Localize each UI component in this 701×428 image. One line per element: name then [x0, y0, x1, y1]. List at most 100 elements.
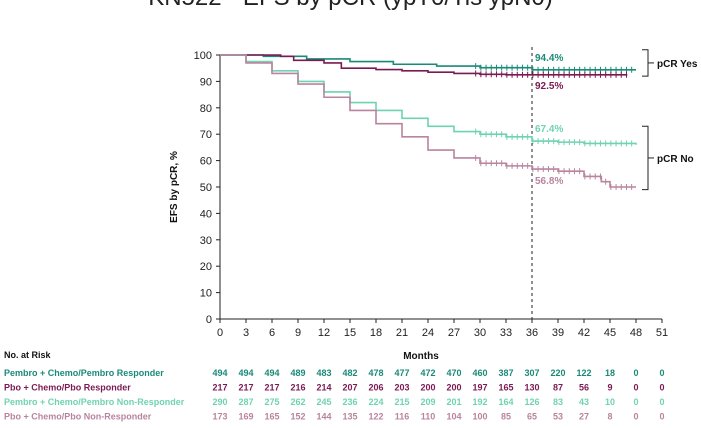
risk-cell: 207	[342, 383, 357, 393]
y-tick-label: 80	[200, 103, 212, 115]
risk-cell: 100	[472, 412, 487, 422]
risk-cell: 217	[212, 383, 227, 393]
risk-cell: 216	[290, 383, 305, 393]
risk-cell: 192	[472, 397, 487, 407]
risk-cell: 494	[212, 368, 227, 378]
risk-cell: 483	[316, 368, 331, 378]
y-tick-label: 30	[200, 235, 212, 247]
x-tick-label: 30	[474, 327, 486, 339]
chart-title: KN522 - EFS by pCR (ypT0/Tis ypN0)	[0, 0, 701, 12]
km-curve-pbo_nonresp	[220, 54, 636, 188]
risk-cell: 214	[316, 383, 331, 393]
y-axis-label: EFS by pCR, %	[169, 151, 180, 223]
risk-cell: 56	[579, 383, 589, 393]
risk-cell: 104	[446, 412, 461, 422]
x-tick-label: 24	[422, 327, 434, 339]
risk-cell: 200	[420, 383, 435, 393]
y-tick-label: 40	[200, 208, 212, 220]
risk-cell: 477	[394, 368, 409, 378]
km-curve-pembro_nonresp	[220, 54, 637, 145]
censor-marks-pembro_resp	[475, 63, 633, 73]
risk-cell: 9	[607, 383, 612, 393]
axes: 0 3 6 9 12 15 18 21 24 27 30 33 36 39 42 45 48 5101020304…	[169, 47, 668, 362]
estimate-label-pbo_resp: 92.5%	[535, 81, 563, 92]
y-tick-label: 70	[200, 129, 212, 141]
risk-cell: 135	[342, 412, 357, 422]
risk-row-label: Pbo + Chemo/Pbo Responder	[4, 383, 131, 393]
risk-cell: 85	[501, 412, 511, 422]
risk-cell: 164	[498, 397, 513, 407]
risk-cell: 165	[264, 412, 279, 422]
x-tick-label: 0	[217, 327, 223, 339]
survival-curves	[220, 54, 637, 190]
x-tick-label: 27	[448, 327, 460, 339]
risk-cell: 18	[605, 368, 615, 378]
risk-cell: 387	[498, 368, 513, 378]
risk-cell: 122	[576, 368, 591, 378]
risk-cell: 290	[212, 397, 227, 407]
risk-cell: 0	[659, 383, 664, 393]
km-curve-pembro_resp	[220, 54, 636, 71]
censor-marks-pembro_nonresp	[475, 128, 633, 147]
risk-cell: 83	[553, 397, 563, 407]
risk-cell: 460	[472, 368, 487, 378]
risk-cell: 10	[605, 397, 615, 407]
risk-cell: 65	[527, 412, 537, 422]
y-tick-label: 100	[194, 50, 212, 62]
risk-cell: 152	[290, 412, 305, 422]
x-tick-label: 48	[630, 327, 642, 339]
risk-cell: 245	[316, 397, 331, 407]
risk-cell: 126	[524, 397, 539, 407]
risk-cell: 43	[579, 397, 589, 407]
risk-cell: 130	[524, 383, 539, 393]
x-tick-label: 15	[344, 327, 356, 339]
risk-cell: 262	[290, 397, 305, 407]
risk-cell: 0	[659, 397, 664, 407]
y-tick-label: 0	[206, 314, 212, 326]
risk-cell: 144	[316, 412, 331, 422]
x-tick-label: 6	[269, 327, 275, 339]
km-curve-pbo_resp	[220, 54, 628, 76]
risk-cell: 203	[394, 383, 409, 393]
x-tick-label: 3	[243, 327, 249, 339]
x-tick-label: 42	[578, 327, 590, 339]
annotations: 94.4% 92.5% 67.4% 56.8% pCR Yes pCR No	[535, 49, 698, 191]
risk-cell: 287	[238, 397, 253, 407]
risk-cell: 215	[394, 397, 409, 407]
group-label: pCR No	[657, 154, 694, 165]
risk-cell: 0	[659, 412, 664, 422]
estimate-label-pembro_resp: 94.4%	[535, 53, 563, 64]
risk-cell: 209	[420, 397, 435, 407]
risk-cell: 0	[633, 368, 638, 378]
censor-marks-pbo_resp	[475, 70, 627, 78]
risk-row-label: Pembro + Chemo/Pembro Responder	[4, 368, 164, 378]
x-tick-label: 21	[396, 327, 408, 339]
y-tick-label: 10	[200, 288, 212, 300]
risk-cell: 494	[238, 368, 253, 378]
y-tick-label: 90	[200, 76, 212, 88]
censor-marks-pbo_nonresp	[475, 154, 633, 190]
group-bracket	[642, 125, 649, 191]
risk-cell: 472	[420, 368, 435, 378]
x-tick-label: 18	[370, 327, 382, 339]
risk-cell: 217	[238, 383, 253, 393]
risk-cell: 27	[579, 412, 589, 422]
risk-cell: 494	[264, 368, 279, 378]
group-bracket	[642, 49, 649, 77]
risk-row-label: Pbo + Chemo/Pbo Non-Responder	[4, 412, 152, 422]
risk-cell: 217	[264, 383, 279, 393]
y-tick-label: 60	[200, 156, 212, 168]
risk-cell: 224	[368, 397, 383, 407]
risk-table-title: No. at Risk	[4, 350, 52, 360]
x-axis-label: Months	[403, 351, 439, 362]
risk-cell: 200	[446, 383, 461, 393]
risk-cell: 307	[524, 368, 539, 378]
risk-cell: 206	[368, 383, 383, 393]
risk-cell: 275	[264, 397, 279, 407]
risk-cell: 482	[342, 368, 357, 378]
risk-cell: 0	[633, 397, 638, 407]
x-tick-label: 39	[552, 327, 564, 339]
risk-table: No. at Risk Pembro + Chemo/Pembro Respond…	[4, 350, 665, 422]
risk-row-label: Pembro + Chemo/Pembro Non-Responder	[4, 397, 185, 407]
